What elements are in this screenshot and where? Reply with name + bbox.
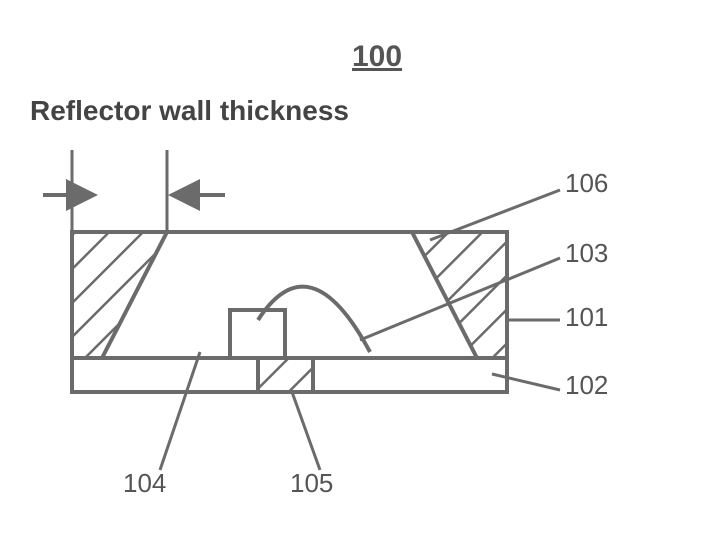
callout-c106: 106 bbox=[565, 168, 608, 199]
callout-c104: 104 bbox=[123, 468, 166, 499]
figure-number: 100 bbox=[352, 40, 402, 74]
callout-c105: 105 bbox=[290, 468, 333, 499]
diagram-svg bbox=[0, 0, 724, 550]
heading-text: Reflector wall thickness bbox=[30, 95, 349, 127]
callout-c101: 101 bbox=[565, 302, 608, 333]
callout-c102: 102 bbox=[565, 370, 608, 401]
leader-c105 bbox=[292, 392, 320, 470]
callout-c103: 103 bbox=[565, 238, 608, 269]
thermal-pad bbox=[258, 358, 313, 392]
